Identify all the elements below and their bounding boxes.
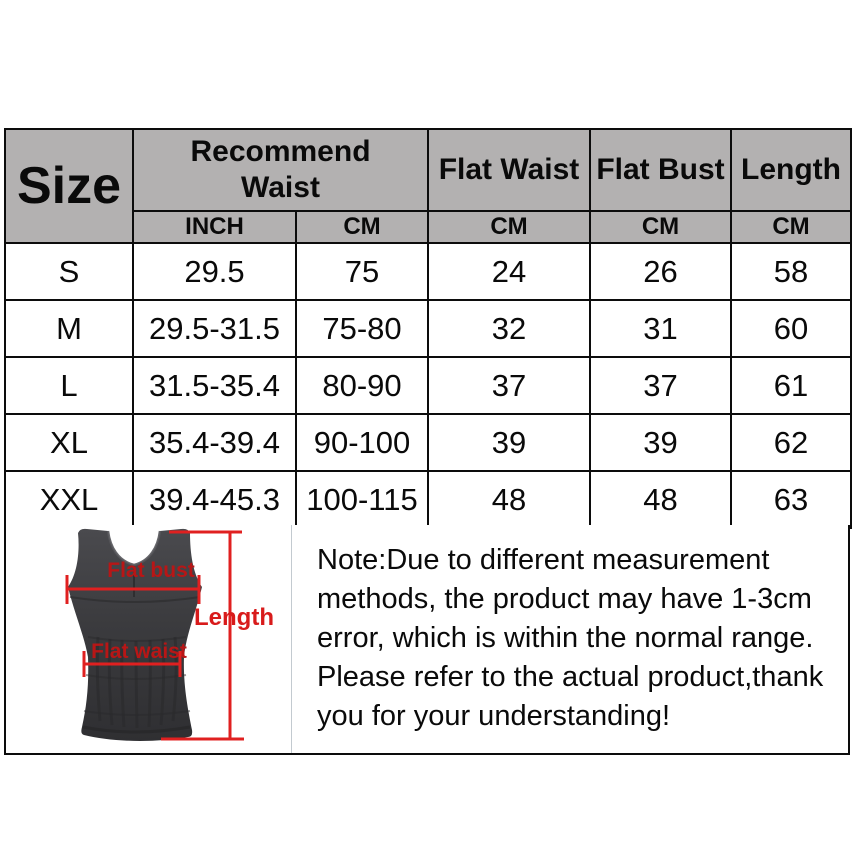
- value-cell: 39: [427, 413, 591, 472]
- column-header-length: Length: [730, 128, 852, 212]
- value-cell: 75: [295, 242, 429, 301]
- value-cell: 29.5-31.5: [132, 299, 297, 358]
- recommend-waist-label: Recommend Waist: [190, 135, 371, 204]
- value-cell: 26: [589, 242, 732, 301]
- table-row: XL 35.4-39.4 90-100 39 39 62: [4, 413, 852, 472]
- value-cell: 24: [427, 242, 591, 301]
- value-cell: 58: [730, 242, 852, 301]
- length-label: Length: [194, 604, 274, 631]
- note-line-4: Please refer to the actual product,thank: [317, 661, 824, 693]
- column-header-recommend-waist: Recommend Waist: [132, 128, 429, 212]
- value-cell: 31: [589, 299, 732, 358]
- note-line-3: error, which is within the normal range.: [317, 622, 814, 654]
- column-header-flat-bust: Flat Bust: [589, 128, 732, 212]
- unit-header-cm-4: CM: [730, 210, 852, 244]
- flat-waist-label: Flat waist: [91, 640, 187, 663]
- unit-header-cm-1: CM: [295, 210, 429, 244]
- value-cell: 48: [427, 470, 591, 529]
- value-cell: 61: [730, 356, 852, 415]
- table-row: L 31.5-35.4 80-90 37 37 61: [4, 356, 852, 415]
- flat-bust-label: Flat bust: [107, 559, 195, 582]
- value-cell: 31.5-35.4: [132, 356, 297, 415]
- value-cell: 39.4-45.3: [132, 470, 297, 529]
- table-row: M 29.5-31.5 75-80 32 31 60: [4, 299, 852, 358]
- column-header-flat-waist: Flat Waist: [427, 128, 591, 212]
- value-cell: 32: [427, 299, 591, 358]
- size-chart-table: Size Recommend Waist Flat Waist Flat Bus…: [4, 128, 852, 529]
- value-cell: 37: [589, 356, 732, 415]
- value-cell: 80-90: [295, 356, 429, 415]
- flat-bust-line: [65, 575, 201, 604]
- unit-header-inch: INCH: [132, 210, 297, 244]
- vest-measurement-diagram: Flat bust Flat waist Length: [6, 525, 292, 753]
- value-cell: 35.4-39.4: [132, 413, 297, 472]
- column-header-size: Size: [4, 128, 134, 244]
- flat-waist-line: [82, 651, 182, 677]
- header-row-units: INCH CM CM CM CM: [5, 210, 852, 244]
- header-row-main: Size Recommend Waist Flat Waist Flat Bus…: [4, 128, 852, 244]
- size-table-body: S 29.5 75 24 26 58 M 29.5-31.5 75-80 32 31 60 L 31.5-…: [4, 242, 852, 529]
- value-cell: 100-115: [295, 470, 429, 529]
- value-cell: 63: [730, 470, 852, 529]
- value-cell: 90-100: [295, 413, 429, 472]
- value-cell: 62: [730, 413, 852, 472]
- table-row: XXL 39.4-45.3 100-115 48 48 63: [4, 470, 852, 529]
- size-cell: XXL: [4, 470, 134, 529]
- size-cell: M: [4, 299, 134, 358]
- table-row: S 29.5 75 24 26 58: [4, 242, 852, 301]
- note-line-1: Note:Due to different measurement: [317, 544, 770, 576]
- size-cell: XL: [4, 413, 134, 472]
- note-line-2: methods, the product may have 1-3cm: [317, 583, 812, 615]
- value-cell: 39: [589, 413, 732, 472]
- value-cell: 60: [730, 299, 852, 358]
- value-cell: 48: [589, 470, 732, 529]
- length-line: [161, 530, 244, 741]
- unit-header-cm-3: CM: [589, 210, 732, 244]
- vest-body-shape: [68, 528, 202, 741]
- size-cell: L: [4, 356, 134, 415]
- note-text: Note:Due to different measurement method…: [292, 525, 848, 753]
- bottom-section: Flat bust Flat waist Length Note:Due to …: [4, 525, 850, 755]
- vest-illustration: Flat bust Flat waist Length: [65, 528, 274, 741]
- value-cell: 29.5: [132, 242, 297, 301]
- unit-header-cm-2: CM: [427, 210, 591, 244]
- size-cell: S: [4, 242, 134, 301]
- value-cell: 75-80: [295, 299, 429, 358]
- note-line-5: you for your understanding!: [317, 700, 671, 732]
- measurement-annotations: [65, 530, 244, 741]
- value-cell: 37: [427, 356, 591, 415]
